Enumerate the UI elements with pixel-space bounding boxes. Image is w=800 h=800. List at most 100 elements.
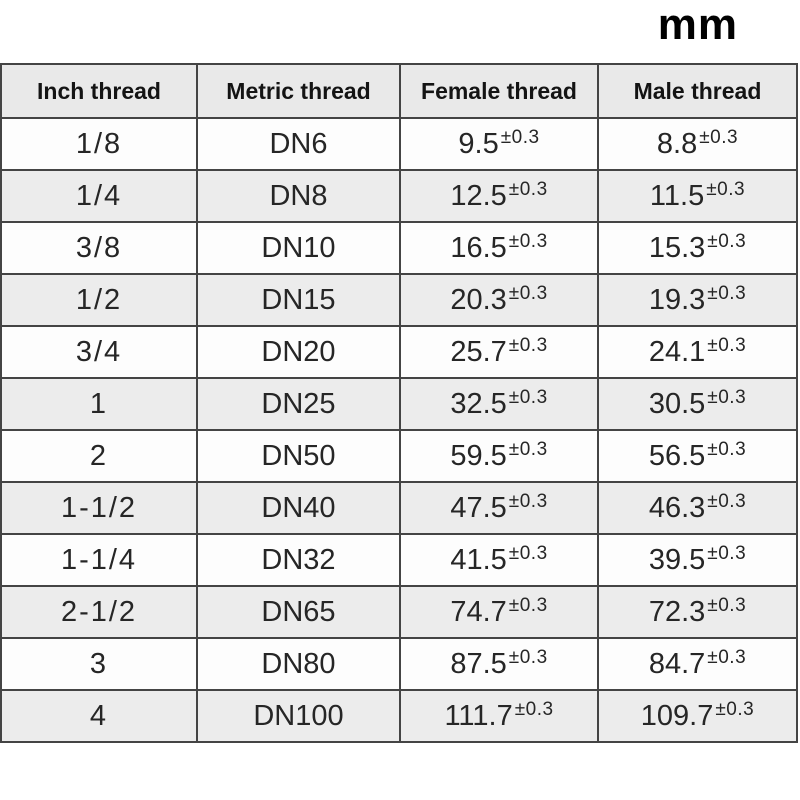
female-thread-cell: 25.7 ±0.3 [399,325,599,379]
tolerance-superscript: ±0.3 [508,335,548,356]
metric-thread-cell: DN50 [196,429,401,483]
female-thread-cell: 111.7 ±0.3 [399,689,599,743]
male-value: 56.5 [648,440,706,472]
female-value: 16.5 [450,232,507,264]
male-value: 72.3 [648,596,706,628]
inch-thread-cell: 2-1/2 [0,585,198,639]
table-row: 3/8 DN10 16.5 ±0.3 15.3 ±0.3 [0,221,798,275]
metric-thread-cell: DN10 [196,221,401,275]
female-value: 87.5 [450,648,507,680]
male-value: 11.5 [649,180,705,212]
male-value: 15.3 [648,232,706,264]
male-thread-cell: 30.5 ±0.3 [597,377,798,431]
inch-thread-cell: 2 [0,429,198,483]
inch-thread-cell: 1/2 [0,273,198,327]
table-row: 1-1/4 DN32 41.5 ±0.3 39.5 ±0.3 [0,533,798,587]
male-thread-cell: 11.5 ±0.3 [597,169,798,223]
male-value: 19.3 [648,284,706,316]
male-value: 30.5 [648,388,706,420]
inch-thread-cell: 1-1/2 [0,481,198,535]
table-row: 4 DN100 111.7 ±0.3 109.7 ±0.3 [0,689,798,743]
female-value: 47.5 [450,492,507,524]
male-value: 84.7 [648,648,706,680]
male-thread-cell: 39.5 ±0.3 [597,533,798,587]
table-row: 2-1/2 DN65 74.7 ±0.3 72.3 ±0.3 [0,585,798,639]
male-thread-cell: 56.5 ±0.3 [597,429,798,483]
female-thread-cell: 20.3 ±0.3 [399,273,599,327]
table-row: 1-1/2 DN40 47.5 ±0.3 46.3 ±0.3 [0,481,798,535]
female-thread-cell: 47.5 ±0.3 [399,481,599,535]
female-thread-cell: 9.5 ±0.3 [399,117,599,171]
female-value: 32.5 [450,388,507,420]
inch-thread-cell: 4 [0,689,198,743]
inch-thread-cell: 1 [0,377,198,431]
tolerance-superscript: ±0.3 [707,647,747,668]
unit-label: mm [657,0,738,49]
female-value: 12.5 [450,180,507,212]
male-thread-cell: 46.3 ±0.3 [597,481,798,535]
female-thread-cell: 59.5 ±0.3 [399,429,599,483]
inch-thread-cell: 3 [0,637,198,691]
table-row: 1/4 DN8 12.5 ±0.3 11.5 ±0.3 [0,169,798,223]
tolerance-superscript: ±0.3 [707,439,747,460]
tolerance-superscript: ±0.3 [715,699,755,720]
male-value: 24.1 [648,336,706,368]
tolerance-superscript: ±0.3 [706,179,746,200]
thread-size-table: Inch thread Metric thread Female thread … [0,63,798,743]
female-thread-cell: 12.5 ±0.3 [399,169,599,223]
male-thread-cell: 84.7 ±0.3 [597,637,798,691]
tolerance-superscript: ±0.3 [508,439,548,460]
tolerance-superscript: ±0.3 [699,127,739,148]
tolerance-superscript: ±0.3 [707,283,747,304]
tolerance-superscript: ±0.3 [508,543,548,564]
male-thread-cell: 19.3 ±0.3 [597,273,798,327]
male-thread-cell: 109.7 ±0.3 [597,689,798,743]
male-thread-cell: 15.3 ±0.3 [597,221,798,275]
female-value: 9.5 [458,128,499,160]
inch-thread-cell: 1-1/4 [0,533,198,587]
tolerance-superscript: ±0.3 [500,127,540,148]
metric-thread-cell: DN15 [196,273,401,327]
tolerance-superscript: ±0.3 [508,595,548,616]
metric-thread-cell: DN32 [196,533,401,587]
male-value: 46.3 [648,492,706,524]
male-value: 39.5 [648,544,706,576]
inch-thread-cell: 1/4 [0,169,198,223]
metric-thread-cell: DN20 [196,325,401,379]
male-thread-cell: 8.8 ±0.3 [597,117,798,171]
table-row: 1/8 DN6 9.5 ±0.3 8.8 ±0.3 [0,117,798,171]
col-header-inch-thread: Inch thread [0,63,198,119]
table-row: 3/4 DN20 25.7 ±0.3 24.1 ±0.3 [0,325,798,379]
col-header-metric-thread: Metric thread [196,63,401,119]
male-thread-cell: 72.3 ±0.3 [597,585,798,639]
female-value: 74.7 [450,596,507,628]
female-value: 20.3 [450,284,507,316]
tolerance-superscript: ±0.3 [707,387,747,408]
female-thread-cell: 87.5 ±0.3 [399,637,599,691]
table-row: 1 DN25 32.5 ±0.3 30.5 ±0.3 [0,377,798,431]
table-row: 2 DN50 59.5 ±0.3 56.5 ±0.3 [0,429,798,483]
female-value: 41.5 [450,544,507,576]
metric-thread-cell: DN100 [196,689,401,743]
header-row: Inch thread Metric thread Female thread … [0,63,798,119]
metric-thread-cell: DN65 [196,585,401,639]
female-value: 25.7 [450,336,507,368]
metric-thread-cell: DN40 [196,481,401,535]
tolerance-superscript: ±0.3 [508,491,548,512]
female-thread-cell: 32.5 ±0.3 [399,377,599,431]
tolerance-superscript: ±0.3 [508,647,548,668]
tolerance-superscript: ±0.3 [707,231,747,252]
col-header-female-thread: Female thread [399,63,599,119]
inch-thread-cell: 3/4 [0,325,198,379]
female-thread-cell: 16.5 ±0.3 [399,221,599,275]
tolerance-superscript: ±0.3 [508,231,548,252]
tolerance-superscript: ±0.3 [508,387,548,408]
tolerance-superscript: ±0.3 [508,179,548,200]
male-value: 109.7 [640,700,714,732]
female-value: 111.7 [444,700,513,732]
metric-thread-cell: DN8 [196,169,401,223]
tolerance-superscript: ±0.3 [707,335,747,356]
tolerance-superscript: ±0.3 [707,491,747,512]
female-thread-cell: 74.7 ±0.3 [399,585,599,639]
